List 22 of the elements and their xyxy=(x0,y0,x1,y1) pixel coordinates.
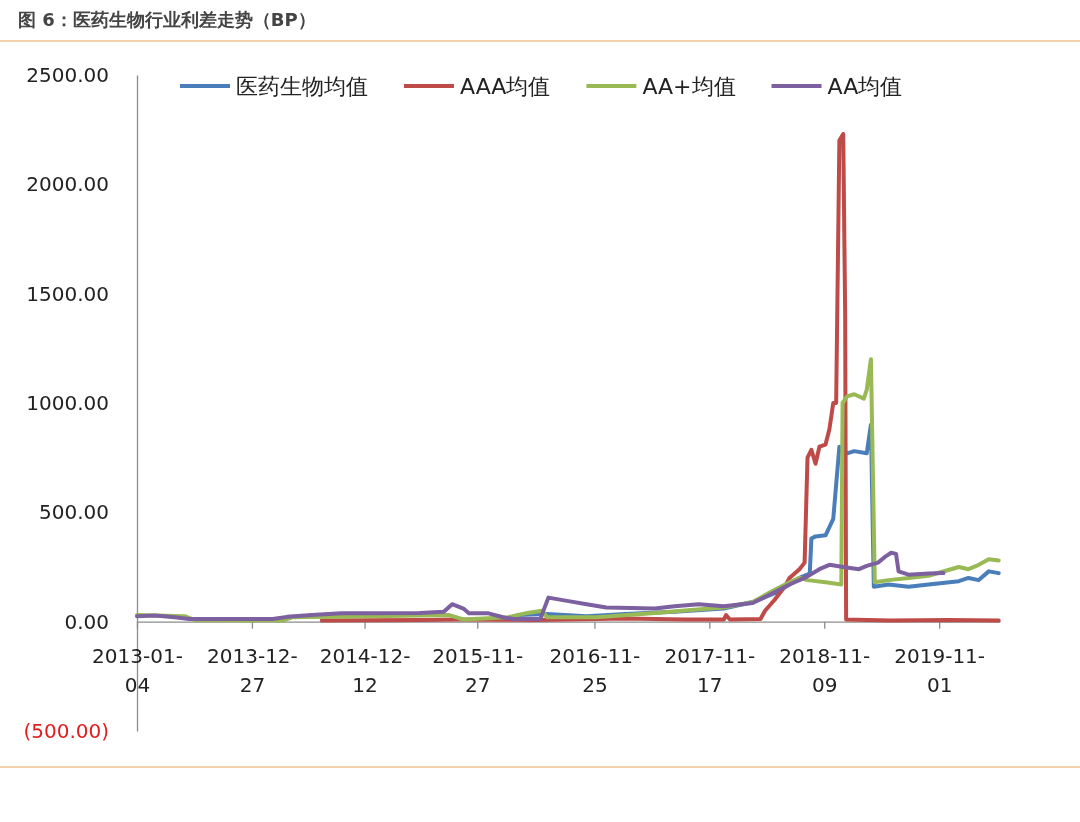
y-tick-label: 1500.00 xyxy=(26,281,109,306)
x-tick-label: 2013-12- 27 xyxy=(207,643,298,697)
chart-title: 图 6：医药生物行业利差走势（BP） xyxy=(18,9,316,30)
line-series xyxy=(135,550,946,622)
x-tick-label: 2016-11- 25 xyxy=(549,643,641,697)
y-tick-label: 500.00 xyxy=(39,500,109,525)
legend-label: AA+均值 xyxy=(642,74,736,99)
x-tick-label: 2013-01- 04 xyxy=(92,643,183,697)
x-tick-label: 2018-11- 09 xyxy=(779,643,871,697)
x-tick-label: 2019-11- 01 xyxy=(894,643,986,697)
y-tick-label: 2000.00 xyxy=(26,172,109,197)
legend-label: AA均值 xyxy=(827,74,903,99)
y-tick-label: 2500.00 xyxy=(26,62,109,87)
y-tick-label: 1000.00 xyxy=(26,390,109,415)
legend-label: AAA均值 xyxy=(460,74,551,99)
x-tick-label: 2017-11- 17 xyxy=(664,643,756,697)
x-tick-label: 2014-12- 12 xyxy=(319,643,411,697)
y-tick-label: (500.00) xyxy=(23,718,109,743)
x-tick-label: 2015-11- 27 xyxy=(432,643,524,697)
legend-label: 医药生物均值 xyxy=(236,74,368,99)
line-series xyxy=(319,132,1001,623)
y-tick-label: 0.00 xyxy=(64,609,109,634)
